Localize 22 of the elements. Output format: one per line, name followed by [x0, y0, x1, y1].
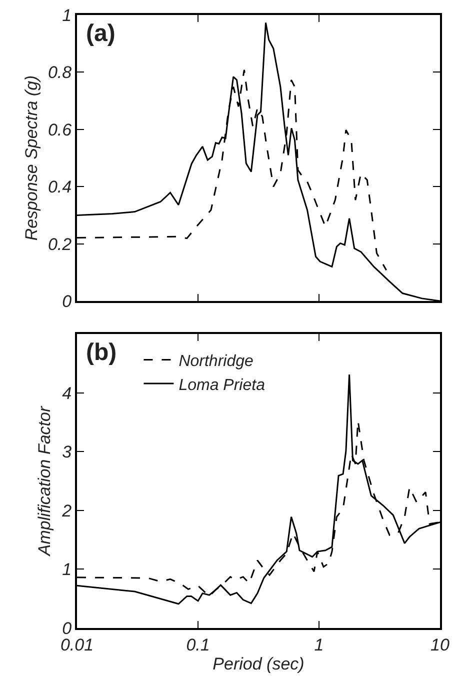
y-tick-label: 1 — [62, 560, 72, 580]
y-tick-label: 1 — [62, 6, 72, 25]
legend-label: Northridge — [178, 352, 254, 370]
x-axis-title: Period (sec) — [212, 654, 304, 674]
legend-label: Loma Prieta — [178, 376, 266, 394]
y-axis-title: Response Spectra (g) — [22, 75, 42, 241]
x-tick-label: 0.1 — [186, 635, 210, 654]
x-tick-label: 1 — [314, 635, 324, 654]
y-tick-label: 0.8 — [48, 63, 72, 82]
x-tick-label: 0.01 — [60, 635, 94, 654]
chart-title: (b) — [86, 339, 117, 366]
y-tick-label: 0 — [62, 618, 72, 638]
y-tick-label: 0.6 — [48, 120, 72, 140]
y-tick-label: 0.2 — [48, 234, 72, 254]
x-tick-label: 10 — [430, 635, 450, 654]
chart-title: (a) — [86, 20, 116, 47]
y-tick-label: 0.4 — [48, 178, 72, 197]
y-axis-title: Amplification Factor — [35, 405, 54, 557]
y-tick-label: 3 — [62, 442, 72, 462]
y-tick-label: 2 — [61, 501, 72, 520]
y-tick-label: 0 — [62, 292, 72, 311]
y-tick-label: 4 — [62, 384, 72, 403]
